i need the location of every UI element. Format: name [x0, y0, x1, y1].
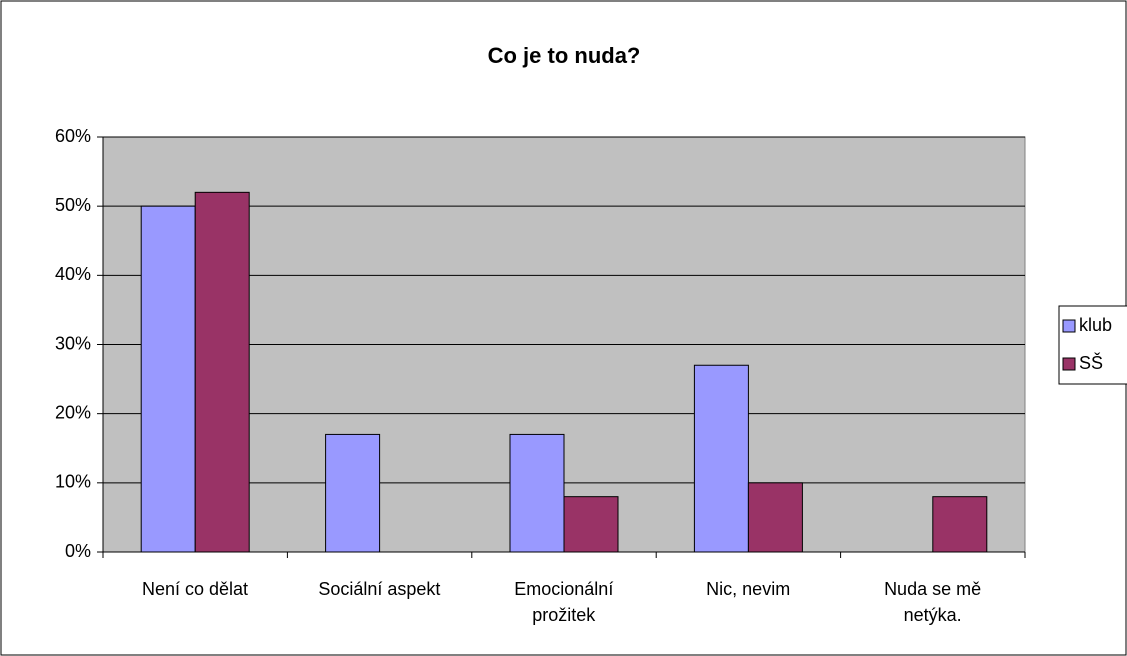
chart-title: Co je to nuda? — [488, 43, 641, 68]
y-tick-label: 40% — [55, 264, 91, 284]
legend-label: SŠ — [1079, 352, 1103, 373]
y-tick-label: 60% — [55, 126, 91, 146]
bar — [509, 433, 565, 553]
bar — [563, 496, 619, 553]
y-tick-label: 20% — [55, 402, 91, 422]
x-tick-label: Není co dělat — [141, 579, 249, 599]
x-tick-label: Sociální aspekt — [318, 579, 441, 599]
legend-swatch — [1062, 319, 1076, 333]
bar — [194, 191, 250, 553]
y-tick-label: 50% — [55, 195, 91, 215]
bar — [693, 364, 749, 553]
bar — [747, 482, 803, 553]
legend-label: klub — [1079, 315, 1112, 335]
bar — [932, 496, 988, 553]
bar — [325, 433, 381, 553]
bar — [140, 205, 196, 553]
legend-swatch — [1062, 357, 1076, 371]
x-tick-label: Nuda se mě netýka. — [884, 579, 982, 625]
x-tick-label: Emocionální prožitek — [514, 579, 614, 625]
legend-box — [1058, 305, 1127, 385]
y-tick-label: 0% — [65, 541, 91, 561]
y-tick-label: 10% — [55, 472, 91, 492]
y-tick-label: 30% — [55, 333, 91, 353]
x-tick-label: Nic, nevim — [706, 579, 791, 599]
